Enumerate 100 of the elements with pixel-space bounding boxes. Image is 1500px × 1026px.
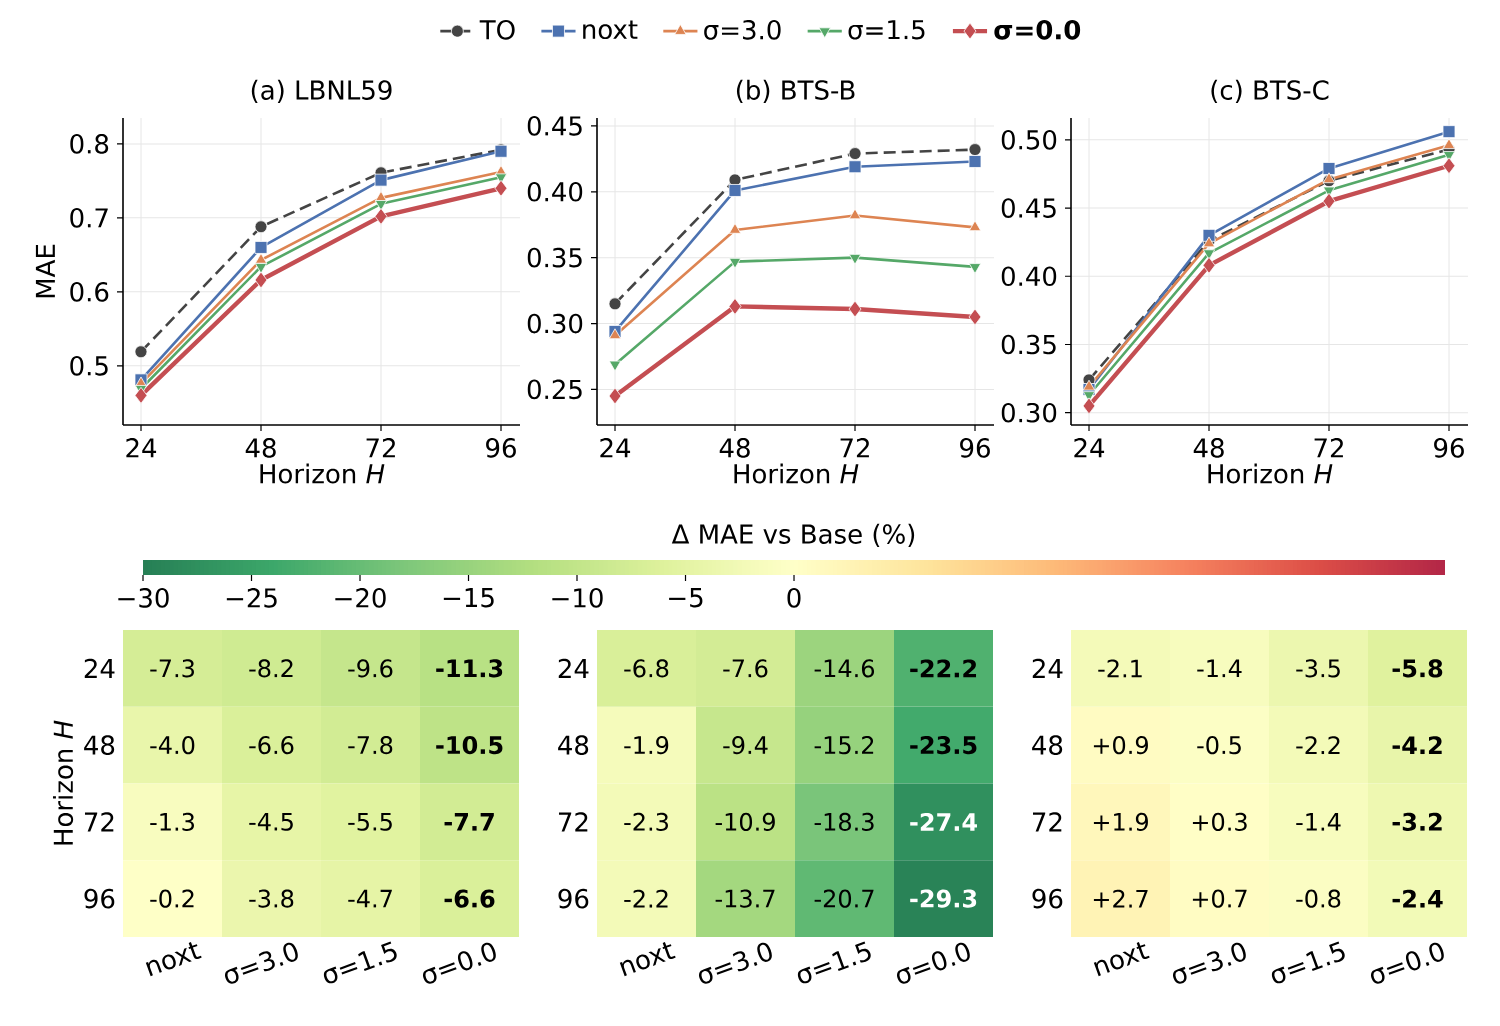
x-tick-label: σ=3.0 xyxy=(699,942,772,984)
x-tick-label: σ=0.0 xyxy=(423,942,496,984)
y-tick-label: 0.6 xyxy=(70,282,109,302)
data-label: -13.7 xyxy=(715,889,775,908)
data-label: -5.5 xyxy=(348,812,392,831)
y-tick-label: 0.40 xyxy=(1001,266,1057,287)
x-tick-label: 72 xyxy=(366,438,395,458)
data-label: -10.9 xyxy=(715,812,775,831)
x-tick-label: σ=0.0 xyxy=(1371,942,1444,984)
legend-label: noxt xyxy=(583,20,638,40)
color-bar-label: 0 xyxy=(787,588,801,608)
data-label: -9.4 xyxy=(723,736,768,755)
color-bar-label: −20 xyxy=(335,588,386,608)
data-label: -9.6 xyxy=(348,659,393,678)
x-axis-title: Horizon H xyxy=(260,463,385,484)
chart-title: (a) LBNL59 xyxy=(251,79,392,103)
y-tick-label: 72 xyxy=(84,812,114,832)
y-tick-label: 24 xyxy=(558,658,589,679)
legend-label: σ=1.5 xyxy=(848,20,925,40)
x-tick-label: 48 xyxy=(719,438,750,458)
x-tick-label: σ=1.5 xyxy=(323,941,397,984)
x-tick-label: 72 xyxy=(840,438,869,458)
data-label: -2.1 xyxy=(1098,659,1142,678)
data-label: -10.5 xyxy=(436,736,503,755)
data-label: -29.3 xyxy=(910,889,977,908)
y-tick-label: 96 xyxy=(1032,888,1063,909)
data-label: +1.9 xyxy=(1093,812,1148,831)
y-tick-label: 96 xyxy=(84,888,115,909)
data-label: -8.2 xyxy=(249,659,293,678)
y-tick-label: 96 xyxy=(558,888,589,909)
color-bar-label: −15 xyxy=(443,588,494,608)
data-label: -11.3 xyxy=(436,659,503,678)
data-label: -15.2 xyxy=(814,736,874,755)
color-bar-title: Δ MAE vs Base (%) xyxy=(671,523,915,547)
x-tick-label: σ=1.5 xyxy=(797,941,871,984)
data-label: +2.7 xyxy=(1093,889,1148,908)
data-label: -3.5 xyxy=(1296,659,1340,678)
x-tick-label: 96 xyxy=(1434,438,1464,458)
data-label: -4.0 xyxy=(150,736,195,755)
data-label: -4.7 xyxy=(348,889,392,908)
data-label: -14.6 xyxy=(814,659,875,678)
data-label: -20.7 xyxy=(814,889,874,908)
data-label: -2.2 xyxy=(1296,736,1340,755)
y-tick-label: 0.35 xyxy=(527,247,582,268)
legend-label: σ=3.0 xyxy=(704,19,781,40)
x-tick-label: σ=0.0 xyxy=(897,942,970,984)
x-tick-label: σ=1.5 xyxy=(1271,941,1345,984)
data-label: -7.7 xyxy=(444,813,494,831)
data-label: -1.4 xyxy=(1296,813,1341,831)
y-tick-label: 24 xyxy=(1032,658,1063,679)
data-label: +0.3 xyxy=(1192,812,1247,831)
data-label: -7.3 xyxy=(150,659,194,678)
x-tick-label: noxt xyxy=(145,942,202,977)
data-label: -0.5 xyxy=(1197,736,1241,755)
chart-title: (c) BTS-C xyxy=(1211,79,1329,103)
y-tick-label: 0.45 xyxy=(1001,198,1056,218)
data-label: -22.2 xyxy=(910,659,977,678)
x-tick-label: 96 xyxy=(960,438,990,458)
y-tick-label: 0.5 xyxy=(70,355,108,376)
data-label: -3.2 xyxy=(1392,812,1442,831)
x-tick-label: 24 xyxy=(126,438,157,458)
y-tick-label: 0.30 xyxy=(1001,402,1057,423)
color-bar-label: −25 xyxy=(226,588,277,608)
legend-label: σ=0.0 xyxy=(994,19,1081,40)
y-axis-title: Horizon H xyxy=(52,720,74,845)
y-tick-label: 0.30 xyxy=(527,313,583,334)
data-label: -6.8 xyxy=(624,659,669,678)
x-tick-label: 96 xyxy=(486,438,516,458)
x-tick-label: σ=3.0 xyxy=(1173,942,1246,984)
y-tick-label: 48 xyxy=(1032,735,1063,755)
data-label: -1.4 xyxy=(1197,659,1242,678)
data-label: -1.9 xyxy=(624,736,669,755)
data-label: -7.8 xyxy=(348,736,393,755)
x-axis-title: Horizon H xyxy=(1208,463,1333,484)
data-label: -3.8 xyxy=(249,889,294,908)
data-label: -27.4 xyxy=(910,812,977,831)
data-label: -18.3 xyxy=(814,812,874,831)
data-label: +0.7 xyxy=(1192,889,1247,908)
y-tick-label: 48 xyxy=(558,735,589,755)
data-label: -6.6 xyxy=(444,889,495,908)
y-tick-label: 0.50 xyxy=(1001,130,1057,150)
data-label: -1.3 xyxy=(150,812,194,831)
y-tick-label: 0.7 xyxy=(70,208,108,228)
y-tick-label: 72 xyxy=(1032,812,1062,832)
color-bar-label: −5 xyxy=(669,588,703,608)
data-label: -23.5 xyxy=(910,736,977,755)
y-tick-label: 0.40 xyxy=(527,181,583,202)
data-label: -0.8 xyxy=(1296,889,1341,908)
y-tick-label: 48 xyxy=(84,735,115,755)
data-label: -6.6 xyxy=(249,736,294,755)
x-tick-label: 48 xyxy=(245,438,276,458)
y-tick-label: 0.8 xyxy=(70,134,109,154)
data-label: -2.2 xyxy=(624,889,668,908)
color-bar-label: −10 xyxy=(552,588,603,608)
color-bar-label: −30 xyxy=(118,588,169,608)
data-label: -2.3 xyxy=(624,812,668,831)
y-tick-label: 0.25 xyxy=(527,379,582,400)
data-label: -4.5 xyxy=(249,812,293,831)
data-label: -7.6 xyxy=(723,659,768,678)
x-tick-label: noxt xyxy=(1093,942,1150,977)
